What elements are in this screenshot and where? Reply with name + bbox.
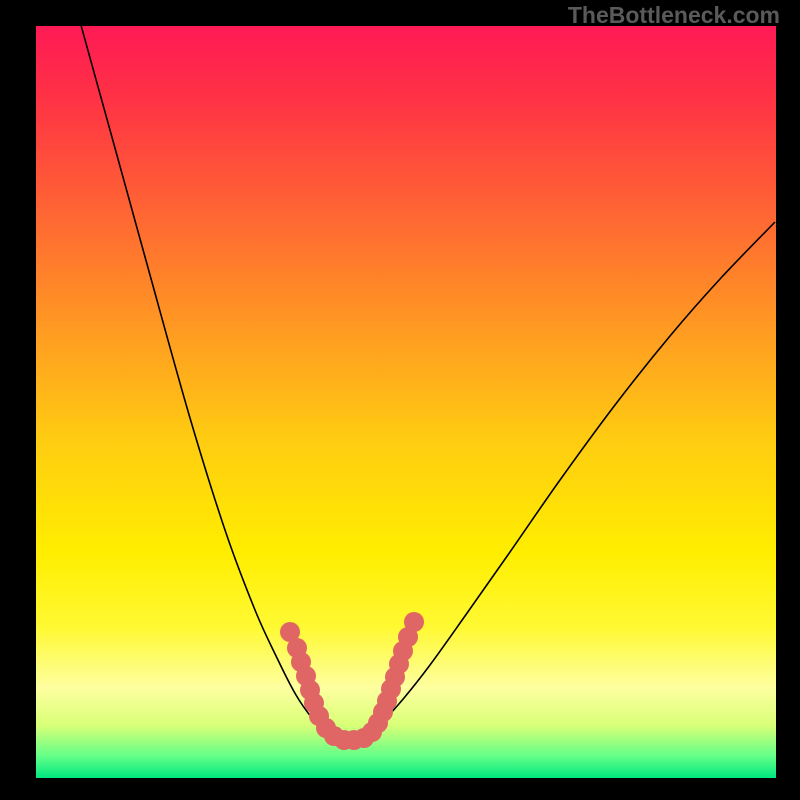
watermark-text: TheBottleneck.com	[568, 2, 780, 29]
highlight-dot	[404, 612, 424, 632]
chart-area	[0, 0, 800, 800]
bottleneck-chart	[0, 0, 800, 800]
